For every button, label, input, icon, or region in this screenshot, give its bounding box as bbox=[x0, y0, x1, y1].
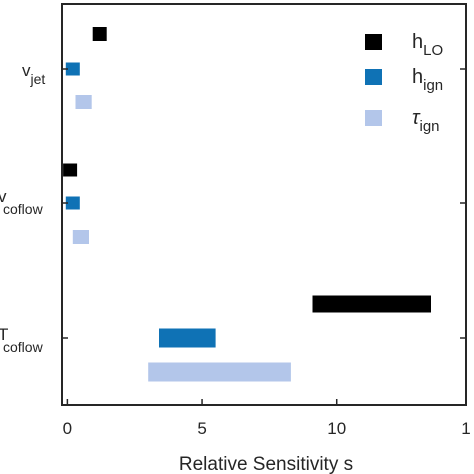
legend-label: hign bbox=[412, 66, 443, 94]
legend: hLO hign τign bbox=[365, 31, 443, 135]
category-label: coflow bbox=[3, 339, 44, 355]
bar-s1-c0 bbox=[65, 62, 80, 76]
bar-s1-c1 bbox=[65, 196, 80, 210]
x-tick-label: 0 bbox=[63, 419, 72, 438]
x-axis-label: Relative Sensitivity s bbox=[179, 454, 353, 474]
legend-swatch bbox=[365, 34, 382, 50]
category-label: coflow bbox=[3, 201, 44, 217]
bar-s0-c1 bbox=[63, 163, 78, 177]
x-tick-label: 1 bbox=[461, 419, 470, 438]
bars-layer bbox=[63, 27, 431, 382]
x-tick-label: 5 bbox=[197, 419, 206, 438]
legend-swatch bbox=[365, 110, 382, 126]
category-label-lead: T bbox=[0, 325, 8, 344]
bar-s1-c2 bbox=[159, 328, 216, 348]
legend-swatch bbox=[365, 69, 382, 85]
bar-s2-c0 bbox=[75, 95, 92, 109]
ticks-layer: 0 5 10 1 bbox=[62, 68, 471, 438]
bar-s0-c0 bbox=[92, 27, 107, 41]
plot-frame bbox=[61, 3, 467, 406]
bar-s2-c2 bbox=[148, 362, 291, 382]
category-label: vjet bbox=[22, 61, 45, 87]
bar-s2-c1 bbox=[72, 230, 89, 244]
legend-label: hLO bbox=[412, 31, 443, 59]
category-label-lead: v bbox=[0, 187, 7, 206]
x-tick-label: 10 bbox=[327, 419, 346, 438]
bar-s0-c2 bbox=[312, 295, 431, 313]
legend-label: τign bbox=[412, 107, 440, 135]
